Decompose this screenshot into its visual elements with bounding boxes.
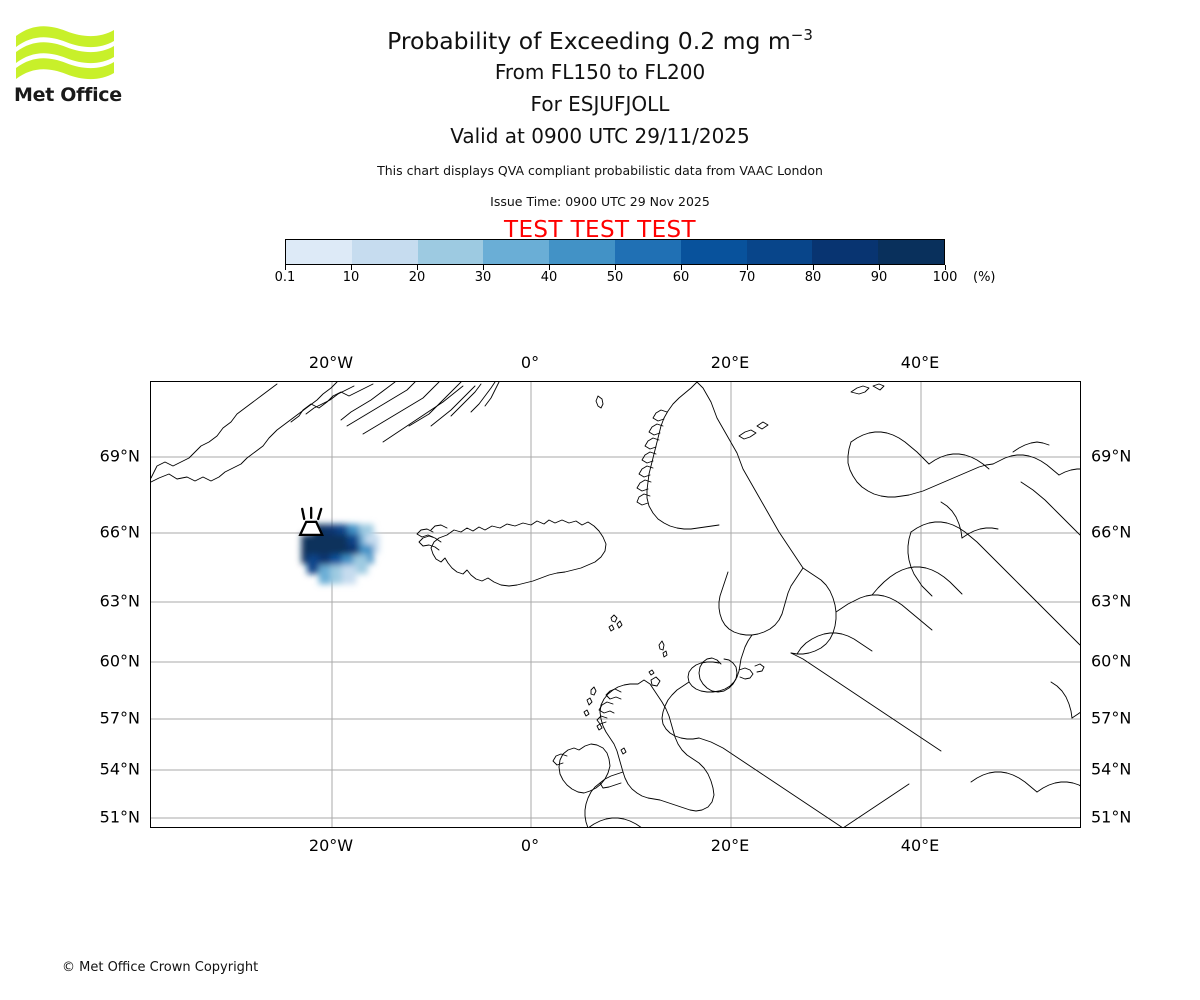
coastlines (151, 382, 1080, 827)
map-plot-area: 20°W 20°W 0° 0° 20°E 20°E 40°E 40°E 69°N 69°N 66°N… (100, 353, 1132, 855)
flight-level-subtitle: From FL150 to FL200 (494, 60, 706, 85)
lon-label-bottom-2: 20°E (710, 836, 750, 855)
colorbar-tick-label-10: 100 (932, 270, 958, 285)
colorbar-tick-3 (483, 265, 484, 270)
lon-label-bottom-0: 20°W (308, 836, 354, 855)
colorbar-tick-1 (351, 265, 352, 270)
test-banner: TEST TEST TEST (504, 217, 696, 244)
copyright-text: © Met Office Crown Copyright (62, 960, 259, 975)
lat-label-right-5: 54°N (1091, 759, 1132, 779)
colorbar-tick-label-8: 80 (804, 270, 822, 285)
lat-label-left-2: 63°N (99, 591, 140, 611)
colorbar-legend: (%) 0.1 10 20 30 40 50 60 70 80 90 100 (0, 239, 1200, 289)
volcano-icon (298, 506, 324, 537)
colorbar-tick-label-9: 90 (870, 270, 888, 285)
page-title: Probability of Exceeding 0.2 mg m−3 (0, 28, 1200, 53)
met-office-wordmark: Met Office (14, 84, 122, 106)
lat-label-left-5: 54°N (99, 759, 140, 779)
colorbar-tick-label-4: 40 (540, 270, 558, 285)
lat-label-right-4: 57°N (1091, 708, 1132, 728)
met-office-logo: Met Office (14, 22, 124, 112)
colorbar-tick-6 (681, 265, 682, 270)
colorbar-tick-0 (285, 265, 286, 270)
colorbar-band-7 (746, 240, 813, 264)
colorbar-tick-10 (945, 265, 946, 270)
colorbar-band-4 (549, 240, 615, 264)
colorbar-band-9 (878, 240, 944, 264)
valid-time-subtitle: Valid at 0900 UTC 29/11/2025 (450, 124, 750, 149)
colorbar-gradient (285, 239, 945, 265)
lat-label-left-4: 57°N (99, 708, 140, 728)
colorbar-band-0 (286, 240, 352, 264)
header-block: Probability of Exceeding 0.2 mg m−3 From… (0, 0, 1200, 244)
lon-label-bottom-1: 0° (520, 836, 540, 855)
lon-label-top-0: 20°W (308, 353, 354, 372)
map-gridlines (151, 382, 1080, 827)
colorbar-tick-label-3: 30 (474, 270, 492, 285)
plume-cell (307, 554, 322, 574)
colorbar-band-2 (417, 240, 484, 264)
colorbar-tick-label-0: 0.1 (274, 270, 296, 285)
colorbar-tick-8 (813, 265, 814, 270)
colorbar-band-6 (680, 240, 747, 264)
lon-label-top-2: 20°E (710, 353, 750, 372)
plume-cell (330, 564, 345, 585)
lat-label-right-6: 51°N (1091, 807, 1132, 827)
colorbar-tick-7 (747, 265, 748, 270)
page-title-text: Probability of Exceeding 0.2 mg m (387, 26, 791, 55)
colorbar-tick-label-5: 50 (606, 270, 624, 285)
plume-cell (318, 564, 334, 585)
volcano-subtitle: For ESJUFJOLL (530, 92, 670, 117)
colorbar-band-3 (483, 240, 550, 264)
lat-label-left-6: 51°N (99, 807, 140, 827)
lon-label-bottom-3: 40°E (900, 836, 940, 855)
lat-label-right-2: 63°N (1091, 591, 1132, 611)
colorbar-band-1 (351, 240, 418, 264)
colorbar-tick-label-7: 70 (738, 270, 756, 285)
plume-cell (353, 554, 368, 574)
lat-label-right-3: 60°N (1091, 651, 1132, 671)
colorbar-tick-4 (549, 265, 550, 270)
lat-label-left-3: 60°N (99, 651, 140, 671)
colorbar-tick-2 (417, 265, 418, 270)
page-title-exponent: −3 (790, 26, 813, 44)
met-office-waves-icon (16, 26, 114, 80)
colorbar-band-5 (614, 240, 681, 264)
plume-cell (341, 564, 357, 585)
map-canvas (151, 382, 1080, 827)
issue-time: Issue Time: 0900 UTC 29 Nov 2025 (490, 194, 710, 210)
colorbar-tick-9 (879, 265, 880, 270)
colorbar-tick-5 (615, 265, 616, 270)
lat-label-left-1: 66°N (99, 522, 140, 542)
colorbar-units-label: (%) (973, 270, 996, 285)
lat-label-right-0: 69°N (1091, 446, 1132, 466)
colorbar-band-8 (812, 240, 879, 264)
lon-label-top-3: 40°E (900, 353, 940, 372)
lat-label-left-0: 69°N (99, 446, 140, 466)
chart-note: This chart displays QVA compliant probab… (377, 163, 823, 179)
colorbar-tick-label-1: 10 (342, 270, 360, 285)
colorbar-tick-label-2: 20 (408, 270, 426, 285)
lat-label-right-1: 66°N (1091, 522, 1132, 542)
lon-label-top-1: 0° (520, 353, 540, 372)
map-frame (150, 381, 1081, 828)
colorbar-tick-label-6: 60 (672, 270, 690, 285)
